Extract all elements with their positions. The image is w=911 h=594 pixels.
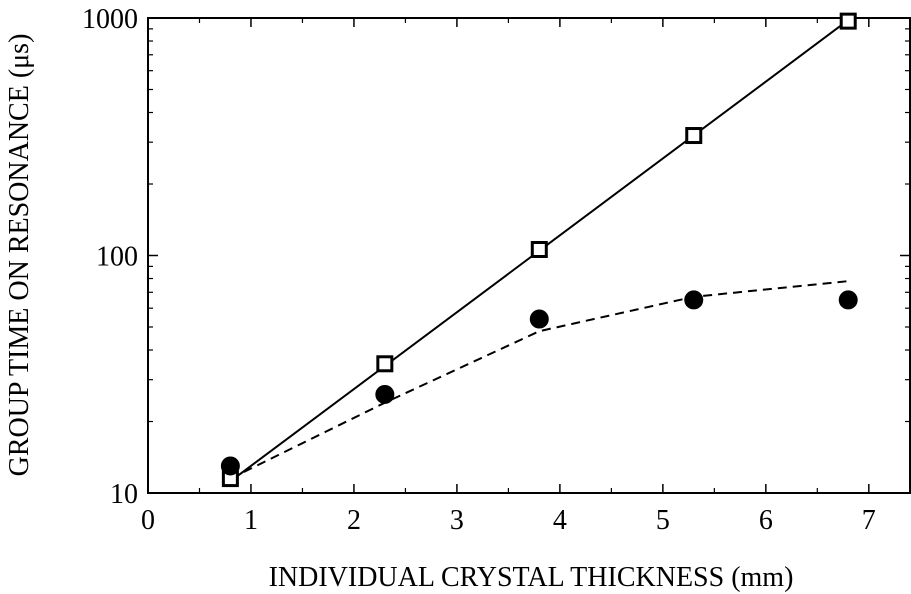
square-marker xyxy=(530,240,548,258)
circle-marker xyxy=(220,456,240,476)
x-tick-label: 6 xyxy=(759,505,773,536)
square-marker xyxy=(685,127,703,145)
x-tick-label: 5 xyxy=(656,505,670,536)
circle-marker xyxy=(529,309,549,329)
plot-frame xyxy=(147,17,911,494)
circle-marker xyxy=(838,290,858,310)
square-marker xyxy=(376,355,394,373)
y-tick-label: 100 xyxy=(96,242,138,273)
x-tick-label: 7 xyxy=(862,505,876,536)
data-points xyxy=(220,12,858,488)
x-tick-label: 3 xyxy=(450,505,464,536)
circle-marker xyxy=(684,290,704,310)
x-tick-label: 4 xyxy=(553,505,567,536)
x-tick-label: 1 xyxy=(244,505,258,536)
y-tick-label: 10 xyxy=(110,479,138,510)
y-tick-label: 1000 xyxy=(82,4,138,35)
y-axis-title: GROUP TIME ON RESONANCE (μs) xyxy=(4,34,35,477)
circle-marker xyxy=(375,384,395,404)
square-marker xyxy=(839,12,857,30)
tick-labels: 0 1 2 3 4 5 6 7 10 100 1000 xyxy=(82,4,876,536)
axis-ticks xyxy=(147,17,910,494)
x-axis-title: INDIVIDUAL CRYSTAL THICKNESS (mm) xyxy=(269,562,794,593)
x-tick-label: 0 xyxy=(141,505,155,536)
x-tick-label: 2 xyxy=(347,505,361,536)
